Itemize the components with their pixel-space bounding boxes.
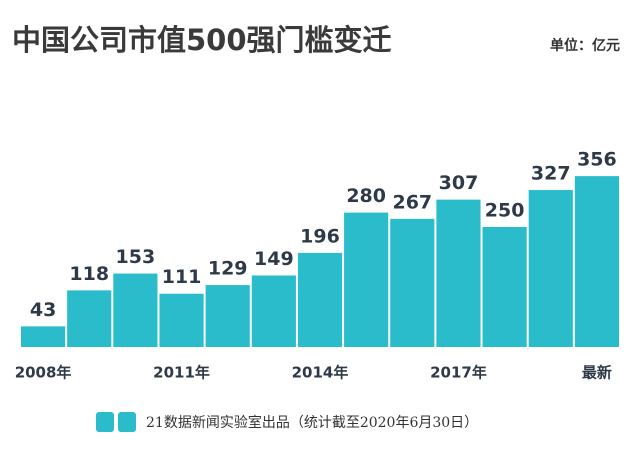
value-label: 356 (577, 149, 617, 171)
value-label: 118 (69, 263, 109, 285)
value-label: 111 (162, 266, 202, 288)
source-note: 21数据新闻实验室出品（统计截至2020年6月30日） (146, 414, 478, 431)
value-label: 250 (485, 200, 525, 222)
logo (96, 412, 114, 432)
value-label: 43 (30, 299, 56, 321)
bar (482, 227, 527, 347)
bar (344, 212, 389, 347)
bar (67, 290, 112, 347)
bar (528, 190, 573, 347)
logo (118, 412, 136, 432)
value-label: 149 (254, 248, 294, 270)
bar (159, 293, 204, 347)
unit-label: 单位：亿元 (550, 37, 620, 54)
value-label: 280 (346, 185, 386, 207)
value-label: 307 (439, 172, 479, 194)
chart-title: 中国公司市值500强门槛变迁 (12, 23, 392, 57)
value-label: 196 (300, 225, 340, 247)
x-tick-label: 最新 (582, 364, 612, 382)
value-label: 153 (116, 246, 156, 268)
bar (21, 326, 66, 347)
bar (390, 218, 435, 347)
value-label: 327 (531, 163, 571, 185)
value-label: 129 (208, 258, 248, 280)
bar (574, 176, 619, 347)
x-tick-label: 2008年 (15, 364, 72, 382)
bar (436, 199, 481, 347)
bar (297, 252, 343, 347)
value-label: 267 (392, 191, 432, 213)
bar (205, 285, 250, 347)
bar (251, 275, 296, 347)
x-tick-label: 2011年 (153, 364, 210, 382)
bar (113, 273, 158, 347)
x-tick-label: 2017年 (430, 364, 487, 382)
x-tick-label: 2014年 (292, 364, 349, 382)
